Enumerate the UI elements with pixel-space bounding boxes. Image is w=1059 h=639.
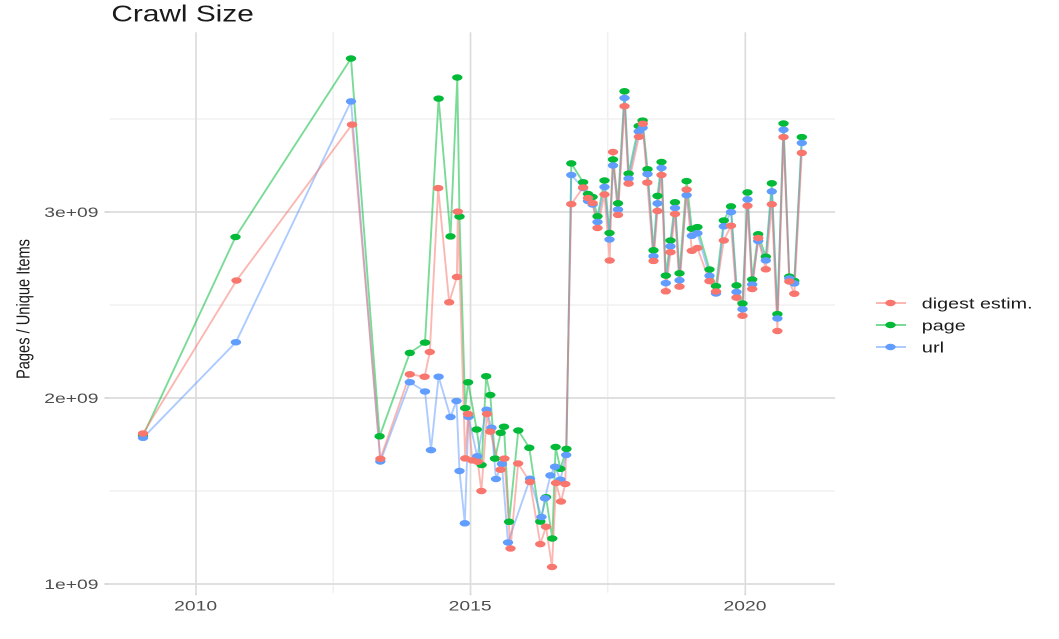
- svg-text:2010: 2010: [174, 598, 217, 614]
- svg-text:2015: 2015: [449, 598, 492, 614]
- svg-text:1e+09: 1e+09: [44, 576, 98, 592]
- svg-text:Crawl Size: Crawl Size: [111, 0, 253, 26]
- svg-text:page: page: [922, 317, 966, 334]
- svg-text:Pages / Unique Items: Pages / Unique Items: [14, 239, 34, 379]
- svg-text:3e+09: 3e+09: [44, 204, 98, 220]
- svg-text:url: url: [922, 339, 944, 356]
- svg-text:2e+09: 2e+09: [44, 390, 98, 406]
- svg-text:2020: 2020: [724, 598, 767, 614]
- svg-text:digest estim.: digest estim.: [922, 295, 1033, 312]
